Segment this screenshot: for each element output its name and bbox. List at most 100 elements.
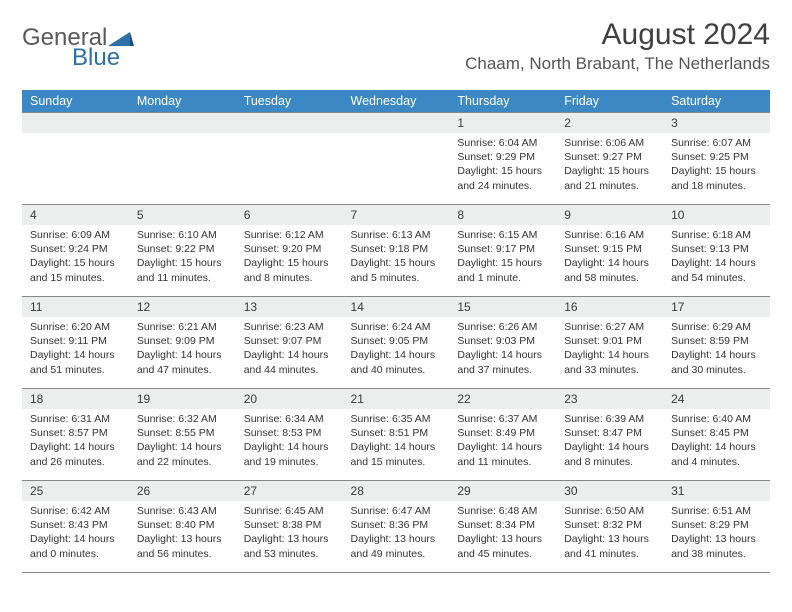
day-info: Sunrise: 6:06 AMSunset: 9:27 PMDaylight:…: [556, 133, 663, 197]
weekday-header: Thursday: [449, 90, 556, 113]
calendar-day-cell: 13Sunrise: 6:23 AMSunset: 9:07 PMDayligh…: [236, 297, 343, 389]
day-info: Sunrise: 6:15 AMSunset: 9:17 PMDaylight:…: [449, 225, 556, 289]
calendar-day-cell: 19Sunrise: 6:32 AMSunset: 8:55 PMDayligh…: [129, 389, 236, 481]
calendar-day-cell: [343, 113, 450, 205]
calendar-day-cell: 14Sunrise: 6:24 AMSunset: 9:05 PMDayligh…: [343, 297, 450, 389]
day-info: Sunrise: 6:37 AMSunset: 8:49 PMDaylight:…: [449, 409, 556, 473]
day-number: 12: [129, 297, 236, 317]
day-number-empty: [129, 113, 236, 133]
day-number: 5: [129, 205, 236, 225]
day-number-empty: [22, 113, 129, 133]
day-info: Sunrise: 6:12 AMSunset: 9:20 PMDaylight:…: [236, 225, 343, 289]
calendar-day-cell: 1Sunrise: 6:04 AMSunset: 9:29 PMDaylight…: [449, 113, 556, 205]
day-number: 9: [556, 205, 663, 225]
calendar-day-cell: 12Sunrise: 6:21 AMSunset: 9:09 PMDayligh…: [129, 297, 236, 389]
weekday-header: Monday: [129, 90, 236, 113]
day-info: Sunrise: 6:50 AMSunset: 8:32 PMDaylight:…: [556, 501, 663, 565]
day-number-empty: [343, 113, 450, 133]
weekday-header: Sunday: [22, 90, 129, 113]
calendar-day-cell: 15Sunrise: 6:26 AMSunset: 9:03 PMDayligh…: [449, 297, 556, 389]
location-text: Chaam, North Brabant, The Netherlands: [465, 54, 770, 74]
title-block: August 2024 Chaam, North Brabant, The Ne…: [465, 18, 770, 74]
day-info: Sunrise: 6:23 AMSunset: 9:07 PMDaylight:…: [236, 317, 343, 381]
calendar-day-cell: 3Sunrise: 6:07 AMSunset: 9:25 PMDaylight…: [663, 113, 770, 205]
calendar-day-cell: 2Sunrise: 6:06 AMSunset: 9:27 PMDaylight…: [556, 113, 663, 205]
day-number: 22: [449, 389, 556, 409]
day-info: Sunrise: 6:43 AMSunset: 8:40 PMDaylight:…: [129, 501, 236, 565]
day-info: Sunrise: 6:31 AMSunset: 8:57 PMDaylight:…: [22, 409, 129, 473]
calendar-day-cell: 26Sunrise: 6:43 AMSunset: 8:40 PMDayligh…: [129, 481, 236, 573]
day-number: 20: [236, 389, 343, 409]
day-info: Sunrise: 6:27 AMSunset: 9:01 PMDaylight:…: [556, 317, 663, 381]
calendar-day-cell: 23Sunrise: 6:39 AMSunset: 8:47 PMDayligh…: [556, 389, 663, 481]
calendar-day-cell: 5Sunrise: 6:10 AMSunset: 9:22 PMDaylight…: [129, 205, 236, 297]
day-info: Sunrise: 6:07 AMSunset: 9:25 PMDaylight:…: [663, 133, 770, 197]
calendar-day-cell: 8Sunrise: 6:15 AMSunset: 9:17 PMDaylight…: [449, 205, 556, 297]
day-number: 10: [663, 205, 770, 225]
day-number-empty: [236, 113, 343, 133]
day-number: 23: [556, 389, 663, 409]
day-info: Sunrise: 6:51 AMSunset: 8:29 PMDaylight:…: [663, 501, 770, 565]
calendar-day-cell: 17Sunrise: 6:29 AMSunset: 8:59 PMDayligh…: [663, 297, 770, 389]
weekday-header: Wednesday: [343, 90, 450, 113]
page-title: August 2024: [465, 18, 770, 52]
calendar-day-cell: 28Sunrise: 6:47 AMSunset: 8:36 PMDayligh…: [343, 481, 450, 573]
calendar-day-cell: 9Sunrise: 6:16 AMSunset: 9:15 PMDaylight…: [556, 205, 663, 297]
calendar-week-row: 11Sunrise: 6:20 AMSunset: 9:11 PMDayligh…: [22, 297, 770, 389]
day-number: 1: [449, 113, 556, 133]
weekday-header: Saturday: [663, 90, 770, 113]
day-number: 17: [663, 297, 770, 317]
day-number: 27: [236, 481, 343, 501]
day-number: 25: [22, 481, 129, 501]
calendar-day-cell: 27Sunrise: 6:45 AMSunset: 8:38 PMDayligh…: [236, 481, 343, 573]
calendar-day-cell: 21Sunrise: 6:35 AMSunset: 8:51 PMDayligh…: [343, 389, 450, 481]
calendar-day-cell: 6Sunrise: 6:12 AMSunset: 9:20 PMDaylight…: [236, 205, 343, 297]
calendar-week-row: 25Sunrise: 6:42 AMSunset: 8:43 PMDayligh…: [22, 481, 770, 573]
day-info: Sunrise: 6:21 AMSunset: 9:09 PMDaylight:…: [129, 317, 236, 381]
day-info: Sunrise: 6:35 AMSunset: 8:51 PMDaylight:…: [343, 409, 450, 473]
day-info: Sunrise: 6:10 AMSunset: 9:22 PMDaylight:…: [129, 225, 236, 289]
calendar-day-cell: [22, 113, 129, 205]
day-info: Sunrise: 6:40 AMSunset: 8:45 PMDaylight:…: [663, 409, 770, 473]
day-number: 14: [343, 297, 450, 317]
calendar-day-cell: 20Sunrise: 6:34 AMSunset: 8:53 PMDayligh…: [236, 389, 343, 481]
day-info: Sunrise: 6:32 AMSunset: 8:55 PMDaylight:…: [129, 409, 236, 473]
day-info: Sunrise: 6:18 AMSunset: 9:13 PMDaylight:…: [663, 225, 770, 289]
day-number: 16: [556, 297, 663, 317]
calendar-day-cell: 30Sunrise: 6:50 AMSunset: 8:32 PMDayligh…: [556, 481, 663, 573]
calendar-day-cell: 31Sunrise: 6:51 AMSunset: 8:29 PMDayligh…: [663, 481, 770, 573]
day-number: 15: [449, 297, 556, 317]
day-info: Sunrise: 6:24 AMSunset: 9:05 PMDaylight:…: [343, 317, 450, 381]
day-number: 30: [556, 481, 663, 501]
calendar-week-row: 4Sunrise: 6:09 AMSunset: 9:24 PMDaylight…: [22, 205, 770, 297]
calendar-day-cell: [236, 113, 343, 205]
day-info: Sunrise: 6:39 AMSunset: 8:47 PMDaylight:…: [556, 409, 663, 473]
day-number: 24: [663, 389, 770, 409]
calendar-day-cell: 11Sunrise: 6:20 AMSunset: 9:11 PMDayligh…: [22, 297, 129, 389]
header: GeneralBlue August 2024 Chaam, North Bra…: [22, 18, 770, 80]
day-info: Sunrise: 6:34 AMSunset: 8:53 PMDaylight:…: [236, 409, 343, 473]
day-number: 21: [343, 389, 450, 409]
weekday-header-row: Sunday Monday Tuesday Wednesday Thursday…: [22, 90, 770, 113]
calendar-day-cell: 16Sunrise: 6:27 AMSunset: 9:01 PMDayligh…: [556, 297, 663, 389]
day-number: 26: [129, 481, 236, 501]
day-info: Sunrise: 6:42 AMSunset: 8:43 PMDaylight:…: [22, 501, 129, 565]
day-number: 13: [236, 297, 343, 317]
weekday-header: Tuesday: [236, 90, 343, 113]
day-number: 18: [22, 389, 129, 409]
calendar-day-cell: 10Sunrise: 6:18 AMSunset: 9:13 PMDayligh…: [663, 205, 770, 297]
day-number: 28: [343, 481, 450, 501]
calendar-day-cell: 7Sunrise: 6:13 AMSunset: 9:18 PMDaylight…: [343, 205, 450, 297]
day-info: Sunrise: 6:48 AMSunset: 8:34 PMDaylight:…: [449, 501, 556, 565]
calendar-day-cell: 29Sunrise: 6:48 AMSunset: 8:34 PMDayligh…: [449, 481, 556, 573]
day-info: Sunrise: 6:13 AMSunset: 9:18 PMDaylight:…: [343, 225, 450, 289]
day-number: 3: [663, 113, 770, 133]
day-info: Sunrise: 6:09 AMSunset: 9:24 PMDaylight:…: [22, 225, 129, 289]
day-number: 2: [556, 113, 663, 133]
calendar-week-row: 1Sunrise: 6:04 AMSunset: 9:29 PMDaylight…: [22, 113, 770, 205]
day-number: 8: [449, 205, 556, 225]
calendar-day-cell: 24Sunrise: 6:40 AMSunset: 8:45 PMDayligh…: [663, 389, 770, 481]
day-number: 19: [129, 389, 236, 409]
calendar-day-cell: 25Sunrise: 6:42 AMSunset: 8:43 PMDayligh…: [22, 481, 129, 573]
day-info: Sunrise: 6:45 AMSunset: 8:38 PMDaylight:…: [236, 501, 343, 565]
